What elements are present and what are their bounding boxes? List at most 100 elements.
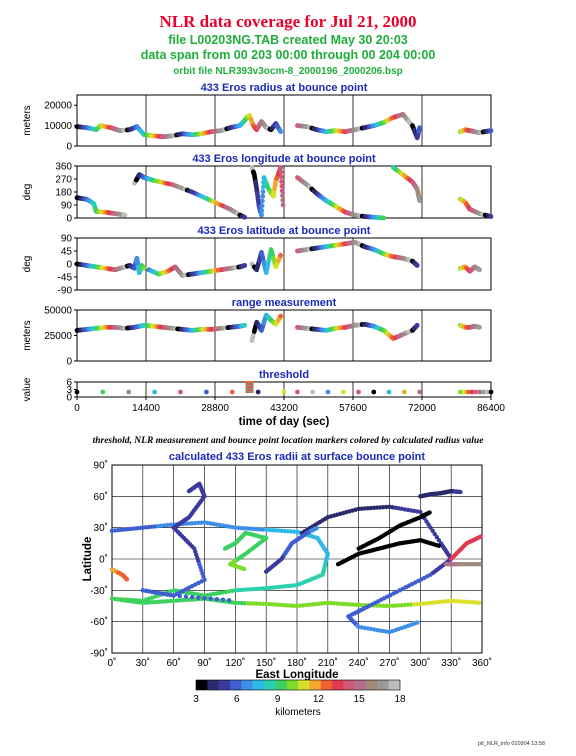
colorbar-tick-label: 18 [394,694,406,705]
x-tick-label: 43200 [270,403,298,414]
ground-track [109,567,130,582]
data-point [469,389,475,395]
bounce-point [177,593,183,599]
map-x-axis-label: East Longitude [255,669,338,681]
data-point [278,313,284,319]
figure-caption: threshold, NLR measurement and bounce po… [93,436,485,446]
map-x-tick-label: 30˚ [136,657,150,669]
data-point [386,389,392,395]
data-point [229,389,235,395]
map-y-tick-label: 0˚ [99,554,108,566]
y-tick-label: 45 [61,247,73,258]
map-x-tick-label: 210˚ [318,657,338,669]
bounce-point [427,510,432,515]
data-point [259,198,265,204]
data-point [417,389,423,395]
data-point [414,322,420,328]
colorbar-swatch [343,680,355,690]
orbit-line: orbit file NLR393v3ocm-8_2000196_2000206… [173,66,403,77]
bounce-point [436,538,442,543]
panel-title: 433 Eros radius at bounce point [201,82,368,94]
map-y-tick-label: -60˚ [90,616,108,628]
data-point [141,265,147,271]
y-axis-label: meters [22,320,33,351]
data-point [356,389,361,395]
bounce-point [241,566,247,572]
colorbar-tick-label: 6 [234,694,240,705]
y-tick-label: 270 [55,175,72,186]
data-point [280,197,286,203]
y-tick-label: 3 [66,385,72,396]
data-point [122,212,128,218]
map-x-tick-label: 150˚ [256,657,276,669]
bounce-point [208,596,213,601]
x-tick-label: 0 [74,403,80,414]
x-axis-label: time of day (sec) [239,416,330,428]
ground-track [448,534,483,562]
bounce-point [381,603,386,608]
bounce-point [257,601,263,606]
y-tick-label: 20000 [44,101,72,112]
x-tick-label: 14400 [132,403,160,414]
file-line: file L00203NG.TAB created May 30 20:03 [168,33,408,47]
map-y-tick-label: -90˚ [90,648,108,660]
bounce-point [202,595,207,601]
colorbar-swatch [366,680,378,690]
data-point [477,389,482,395]
bounce-point [418,509,423,515]
ground-track [335,538,442,567]
data-point [281,389,287,395]
bounce-point [233,600,238,606]
footer-stamp: plt_NLR_info 010904 13:58 [478,741,545,747]
data-point [477,267,482,273]
data-point [280,193,285,199]
colorbar-label: kilometers [275,707,321,718]
panel-3: range measurement 0 25000 50000 meters [22,297,492,368]
colorbar-swatch [207,680,219,690]
map-x-tick-label: 360˚ [472,657,492,669]
ground-track [140,481,232,603]
data-point [100,389,106,395]
data-point [488,128,494,134]
data-point [381,215,387,221]
bounce-point [436,543,442,549]
data-point [279,183,285,189]
data-point [488,214,494,219]
colorbar-swatch [218,680,231,690]
colorbar-swatch [252,680,265,690]
data-point [461,389,467,395]
data-point [74,389,80,395]
bounce-point [124,577,130,582]
data-point [255,389,261,395]
map-x-tick-label: 240˚ [349,657,369,669]
y-tick-label: 90 [61,234,73,245]
y-tick-label: 10000 [44,121,72,132]
map-x-tick-label: 270˚ [379,657,399,669]
x-tick-label: 28800 [201,403,229,414]
map-x-tick-label: 300˚ [410,657,430,669]
x-tick-label: 57600 [339,403,367,414]
colorbar-swatch [320,680,333,690]
y-axis-label: value [22,377,33,401]
y-tick-label: 0 [66,214,72,225]
panel-title: 433 Eros latitude at bounce point [198,225,371,237]
bounce-point [245,601,250,606]
y-axis-label: meters [22,105,33,136]
data-point [152,389,158,395]
bounce-point [242,600,247,606]
data-point [371,389,377,395]
bounce-point [434,534,439,540]
map-x-tick-label: 180˚ [287,657,307,669]
data-point [488,389,494,395]
data-point [278,169,284,175]
bounce-point [430,528,435,533]
colorbar-swatch [196,680,208,690]
y-axis-label: deg [22,256,33,273]
colorbar-swatch [264,680,276,690]
panel-title: 433 Eros longitude at bounce point [192,153,376,165]
bounce-point [189,594,195,600]
y-tick-label: -45 [58,273,73,284]
bounce-point [378,603,383,608]
y-tick-label: -90 [58,286,73,297]
bounce-point [254,601,260,606]
